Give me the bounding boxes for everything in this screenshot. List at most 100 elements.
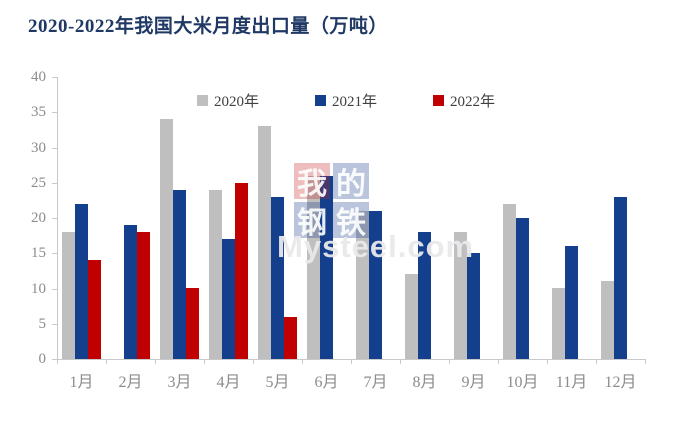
legend-item-2020年: 2020年 (197, 90, 259, 111)
bar-slot (320, 176, 333, 359)
x-axis-label: 12月 (604, 374, 637, 391)
bar-slot (467, 253, 480, 359)
legend-swatch (315, 95, 327, 106)
y-axis-label: 15 (31, 245, 46, 262)
bar-group-11月 (547, 77, 596, 359)
y-axis-tick (52, 218, 57, 219)
bar-slot (565, 246, 578, 359)
bar-slot (284, 317, 297, 359)
bar-group-2月 (106, 77, 155, 359)
bar-slot (307, 176, 320, 359)
bar-slot (160, 119, 173, 359)
bar-slot (516, 218, 529, 359)
y-axis-label: 40 (31, 69, 46, 85)
bar-group-12月 (596, 77, 645, 359)
x-axis-label: 3月 (167, 374, 192, 391)
bar-slot (418, 232, 431, 359)
bar-slot (614, 197, 627, 359)
x-axis-tick (645, 359, 646, 364)
y-axis-tick (52, 77, 57, 78)
x-axis-label: 1月 (69, 374, 94, 391)
bar-2021年-11月 (565, 246, 578, 359)
x-axis-label: 7月 (363, 374, 388, 391)
x-axis-tick (155, 359, 156, 364)
bar-slot (503, 204, 516, 359)
legend-item-2022年: 2022年 (433, 90, 495, 111)
x-axis-label: 9月 (461, 374, 486, 391)
legend-label: 2022年 (450, 94, 496, 110)
bar-group-10月 (498, 77, 547, 359)
bar-2021年-8月 (418, 232, 431, 359)
legend: 2020年 2021年 2022年 (197, 90, 495, 111)
bar-group-3月 (155, 77, 204, 359)
bar-group-9月 (449, 77, 498, 359)
x-axis-tick (449, 359, 450, 364)
x-axis-label: 4月 (216, 374, 241, 391)
y-axis-label: 30 (31, 139, 46, 156)
bar-slot (137, 232, 150, 359)
bar-slot (62, 232, 75, 359)
bar-2021年-4月 (222, 239, 235, 359)
legend-label: 2020年 (214, 94, 260, 110)
bar-group-5月 (253, 77, 302, 359)
bar-slot (75, 204, 88, 359)
x-axis-tick (302, 359, 303, 364)
bar-2020年-11月 (552, 288, 565, 359)
x-axis-tick (596, 359, 597, 364)
legend-label: 2021年 (332, 94, 378, 110)
y-axis-tick (52, 253, 57, 254)
bar-2021年-6月 (320, 176, 333, 359)
bar-2020年-3月 (160, 119, 173, 359)
bar-slot (552, 288, 565, 359)
bar-slot (454, 232, 467, 359)
bar-2020年-1月 (62, 232, 75, 359)
bar-2022年-5月 (284, 317, 297, 359)
bar-2020年-10月 (503, 204, 516, 359)
x-axis-tick (498, 359, 499, 364)
bar-2021年-5月 (271, 197, 284, 359)
y-axis-tick (52, 289, 57, 290)
bar-2020年-12月 (601, 281, 614, 359)
x-axis-label: 5月 (265, 374, 290, 391)
bar-2020年-6月 (307, 176, 320, 359)
bar-2020年-8月 (405, 274, 418, 359)
bar-2021年-12月 (614, 197, 627, 359)
x-axis-label: 8月 (412, 374, 437, 391)
x-axis-tick (106, 359, 107, 364)
y-axis-label: 10 (31, 280, 46, 297)
bar-2021年-7月 (369, 211, 382, 359)
legend-swatch (433, 95, 445, 106)
y-axis-label: 0 (38, 351, 47, 367)
bar-2021年-10月 (516, 218, 529, 359)
bar-2020年-5月 (258, 126, 271, 359)
bar-group-7月 (351, 77, 400, 359)
bar-2020年-7月 (356, 211, 369, 359)
bar-group-1月 (57, 77, 106, 359)
bar-2021年-1月 (75, 204, 88, 359)
bar-slot (356, 211, 369, 359)
bar-slot (369, 211, 382, 359)
x-axis-tick (204, 359, 205, 364)
bar-slot (222, 239, 235, 359)
y-axis-tick (52, 359, 57, 360)
bar-slot (186, 288, 199, 359)
y-axis-tick (52, 112, 57, 113)
bar-2020年-9月 (454, 232, 467, 359)
x-axis-tick (400, 359, 401, 364)
x-axis-label: 2月 (118, 374, 143, 391)
y-axis-label: 20 (31, 210, 46, 226)
bar-2021年-9月 (467, 253, 480, 359)
bar-slot (271, 197, 284, 359)
bar-2022年-1月 (88, 260, 101, 359)
bar-slot (88, 260, 101, 359)
y-axis-label: 35 (31, 104, 46, 121)
bar-slot (173, 190, 186, 359)
bar-2021年-3月 (173, 190, 186, 359)
bar-group-6月 (302, 77, 351, 359)
x-axis-tick (547, 359, 548, 364)
bar-2022年-3月 (186, 288, 199, 359)
y-axis-tick (52, 183, 57, 184)
bar-group-8月 (400, 77, 449, 359)
bar-2022年-2月 (137, 232, 150, 359)
